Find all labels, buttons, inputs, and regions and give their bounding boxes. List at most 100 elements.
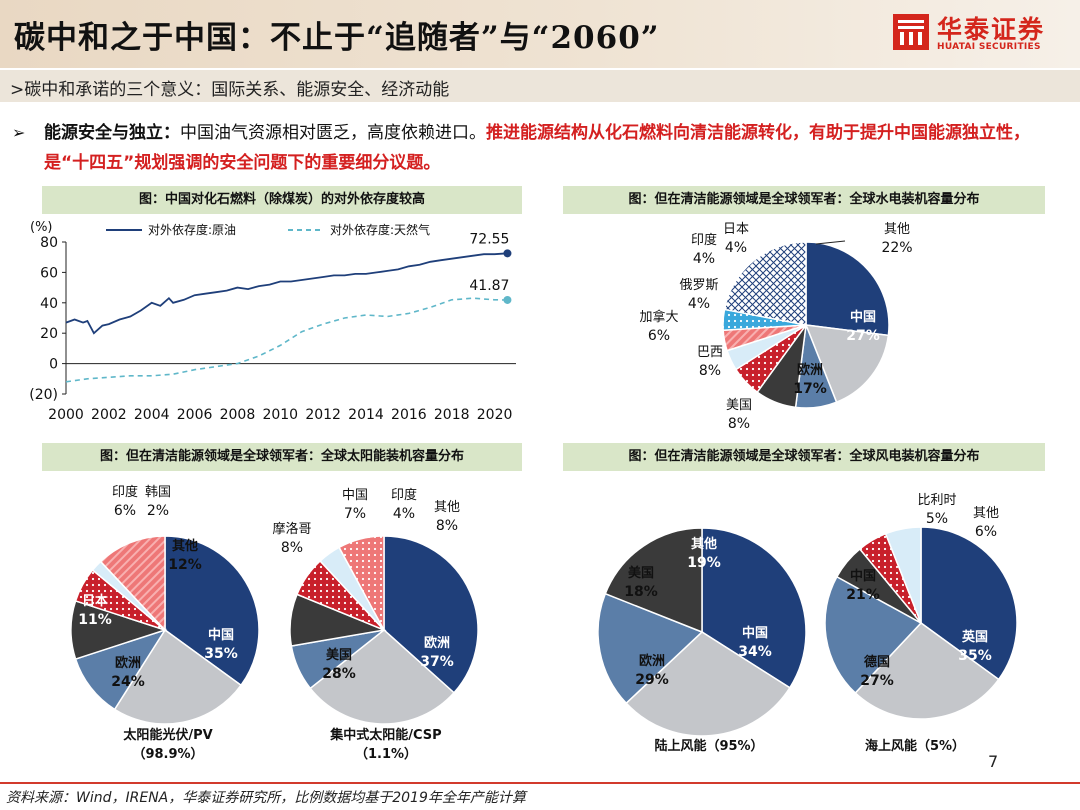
- slice-label-value: 34%: [738, 644, 772, 660]
- slice-label-name: 比利时: [917, 493, 956, 508]
- slice-label-value: 37%: [420, 654, 454, 670]
- slice-label-value: 5%: [926, 511, 948, 527]
- slice-label-name: 印度: [691, 232, 717, 248]
- x-tick-label: 2014: [348, 407, 384, 423]
- legend-gas-label: 对外依存度:天然气: [330, 222, 430, 237]
- slice-label-value: 6%: [648, 328, 670, 344]
- csp-pie-caption-name: 集中式太阳能/CSP: [330, 728, 442, 743]
- slice-label-name: 美国: [628, 565, 654, 581]
- key-point-body: 中国油气资源相对匮乏，高度依赖进口。: [180, 123, 486, 143]
- pie-slice-pv: [164, 535, 260, 687]
- series-line-gas: [65, 297, 508, 383]
- hydro-chart-caption: 图：但在清洁能源领域是全球领军者：全球水电装机容量分布: [563, 186, 1045, 214]
- slice-label-name: 其他: [973, 506, 999, 521]
- slice-label-name: 美国: [726, 398, 752, 413]
- series-line-oil: [65, 252, 508, 335]
- slice-label-value: 17%: [793, 381, 827, 397]
- pie-slice-offshore: [824, 575, 923, 695]
- slice-label-value: 22%: [881, 240, 912, 256]
- slice-label-value: 24%: [111, 674, 145, 690]
- endpoint-marker-gas: [503, 295, 512, 304]
- slice-label-value: 35%: [204, 646, 238, 662]
- y-tick-label: 60: [40, 265, 58, 281]
- slice-label-value: 27%: [846, 328, 880, 344]
- slice-label-name: 英国: [961, 629, 988, 645]
- slice-label-name: 巴西: [697, 345, 723, 360]
- subtitle-bar: >碳中和承诺的三个意义：国际关系、能源安全、经济动能: [0, 70, 1080, 102]
- pie-slice-offshore: [884, 526, 922, 624]
- slice-label-name: 欧洲: [797, 362, 823, 378]
- slice-label-value: 4%: [693, 251, 715, 267]
- slice-label-name: 其他: [884, 222, 910, 237]
- page-title: 碳中和之于中国：不止于“追随者”与“2060”: [14, 20, 660, 56]
- pie-slice-csp: [338, 535, 385, 631]
- huatai-logo-icon: [893, 14, 929, 50]
- pie-slice-pv: [74, 628, 167, 711]
- slice-label-name: 印度: [112, 484, 138, 500]
- bullet-arrow-icon: ➢: [12, 123, 26, 142]
- solar-chart-caption: 图：但在清洁能源领域是全球领军者：全球太阳能装机容量分布: [42, 443, 522, 471]
- csp-pie-caption-share: （1.1%）: [354, 747, 418, 762]
- x-tick-label: 2000: [48, 407, 84, 423]
- pie-slice-onshore: [625, 631, 791, 737]
- key-point-highlight: 推进能源结构从化石燃料向清洁能源转化，有助于提升中国能源独立性，是“十四五”规划…: [44, 123, 1030, 173]
- csp-pie-caption: 集中式太阳能/CSP （1.1%）: [306, 726, 466, 764]
- slice-label-name: 日本: [82, 593, 108, 609]
- x-tick-label: 2008: [220, 407, 256, 423]
- key-point-heading: 能源安全与独立：: [44, 123, 180, 143]
- slice-label-name: 日本: [723, 222, 749, 237]
- slice-label-name: 中国: [850, 568, 876, 584]
- pie-slice-hydro: [723, 241, 807, 326]
- slice-label-value: 28%: [322, 666, 356, 682]
- wind-chart-caption: 图：但在清洁能源领域是全球领军者：全球风电装机容量分布: [563, 443, 1045, 471]
- slice-label-value: 11%: [78, 612, 112, 628]
- pie-csp: 欧洲 37% 美国 28% 摩洛哥 8% 中国 7% 印度 4% 其他 8%: [272, 487, 479, 725]
- pie-pv: 中国 35% 欧洲 24% 日本 11% 印度 6% 韩国 2% 其他 12%: [70, 484, 260, 725]
- subtitle: >碳中和承诺的三个意义：国际关系、能源安全、经济动能: [10, 80, 450, 100]
- slice-label-value: 8%: [436, 518, 458, 534]
- slice-label-value: 18%: [624, 584, 658, 600]
- source-note: 资料来源：Wind，IRENA，华泰证券研究所，比例数据均基于2019年全年产能…: [6, 790, 526, 806]
- slice-label-name: 加拿大: [639, 309, 678, 325]
- slice-label-name: 中国: [208, 627, 234, 643]
- slice-label-name: 摩洛哥: [272, 521, 311, 537]
- legend-oil-label: 对外依存度:原油: [148, 222, 236, 237]
- key-point: ➢ 能源安全与独立：中国油气资源相对匮乏，高度依赖进口。推进能源结构从化石燃料向…: [12, 118, 1072, 178]
- huatai-logo: 华泰证券 HUATAI SECURITIES: [893, 12, 1071, 56]
- slice-label-name: 欧洲: [639, 653, 665, 669]
- slice-label-value: 21%: [846, 587, 880, 603]
- pie-hydro: 中国 27% 欧洲 17% 美国 8% 巴西 8% 加拿大 6% 俄罗斯 4% 印度 4% 日本 4% 其他 22…: [639, 222, 912, 432]
- x-tick-label: 2004: [134, 407, 170, 423]
- slice-label-name: 俄罗斯: [679, 278, 718, 293]
- x-tick-label: 2020: [477, 407, 513, 423]
- slice-label-name: 其他: [691, 536, 717, 552]
- endpoint-label-oil: 72.55: [469, 231, 509, 247]
- y-tick-label: 40: [40, 296, 58, 312]
- pv-pie-caption-share: （98.9%）: [132, 747, 204, 762]
- pie-slice-csp: [383, 535, 479, 694]
- offshore-pie-caption: 海上风能（5%）: [835, 737, 995, 756]
- slice-label-value: 6%: [114, 503, 136, 519]
- slice-label-name: 中国: [850, 309, 876, 325]
- slice-label-value: 4%: [725, 240, 747, 256]
- pie-slice-hydro: [805, 241, 890, 337]
- header-bar: 碳中和之于中国：不止于“追随者”与“2060” 华泰证券 HUATAI SECU…: [0, 0, 1080, 68]
- slice-label-value: 8%: [281, 540, 303, 556]
- hydro-other-leader-line: [815, 240, 846, 245]
- slice-label-name: 中国: [342, 488, 368, 503]
- line-chart-caption: 图：中国对化石燃料（除煤炭）的对外依存度较高: [42, 186, 522, 214]
- x-tick-label: 2018: [434, 407, 470, 423]
- offshore-pie-caption-name: 海上风能（5%）: [864, 739, 966, 754]
- slice-label-name: 中国: [742, 625, 768, 641]
- endpoint-label-gas: 41.87: [469, 278, 509, 294]
- y-tick-label: 20: [40, 326, 58, 342]
- slice-label-value: 29%: [635, 672, 669, 688]
- pie-slice-offshore: [920, 526, 1018, 681]
- slice-label-name: 欧洲: [115, 655, 141, 671]
- oil-gas-dependence-line-chart: 80 60 40 20 0 (20) (%) 2000 2002 2004 2006 2008 2010…: [29, 220, 516, 423]
- x-tick-label: 2010: [262, 407, 298, 423]
- pie-slice-offshore: [854, 622, 1000, 720]
- y-tick-label: (20): [29, 387, 58, 403]
- slice-label-name: 其他: [172, 538, 198, 554]
